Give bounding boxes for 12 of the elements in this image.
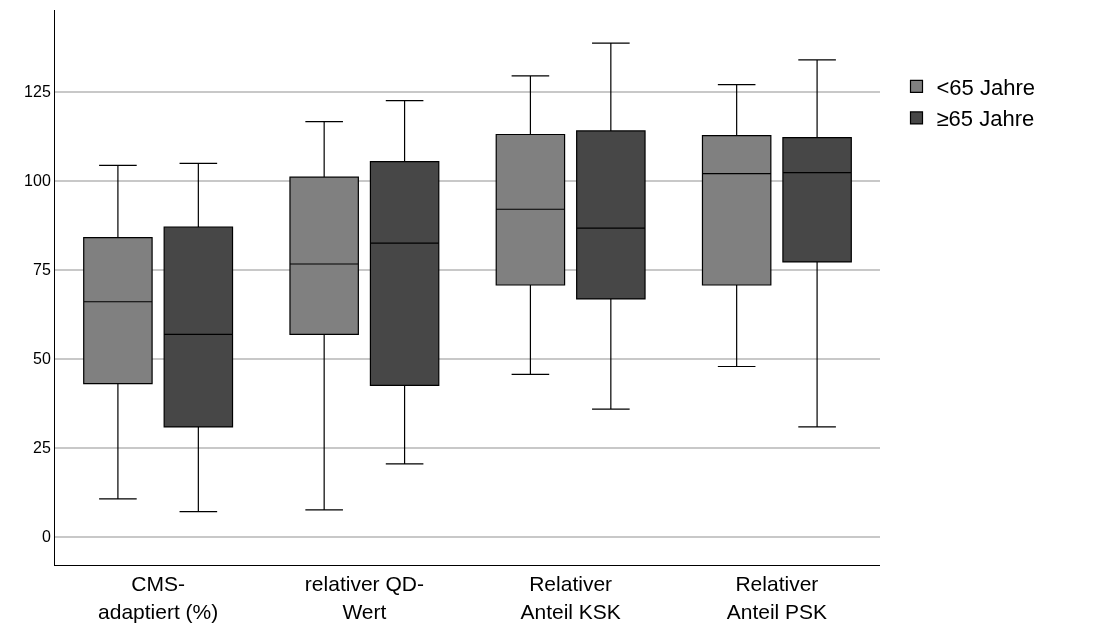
y-tick-label: 100 [24,172,51,190]
legend-label: <65 Jahre [936,74,1035,100]
x-tick-label: relativer QD- Wert [304,572,424,623]
y-tick-label: 50 [33,350,51,368]
y-tick-label: 75 [33,261,51,279]
y-tick-label: 25 [33,439,51,457]
y-tick-label: 0 [41,528,51,546]
x-tick-label: CMS- adaptiert (%) [98,572,219,623]
x-tick-label: Relativer Anteil KSK [520,572,621,623]
x-tick-label: Relativer Anteil PSK [726,572,828,623]
y-tick-label: 125 [24,83,51,101]
legend-label: ≥65 Jahre [936,106,1035,132]
